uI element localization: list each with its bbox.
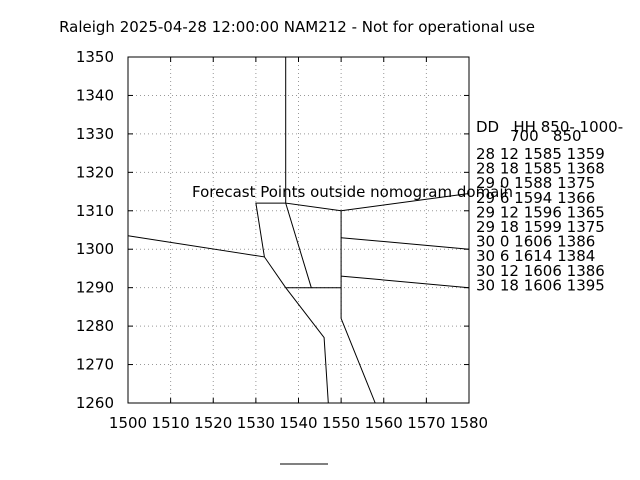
y-tick-label: 1310 <box>76 202 114 220</box>
table-row: 28 18 1585 1368 <box>476 160 605 178</box>
grid-lines <box>127 56 470 404</box>
y-tick-label: 1270 <box>76 356 114 374</box>
axis-ticks <box>127 56 470 404</box>
axis-tick-labels: 1500 1510 1520 1530 1540 1550 1560 1570 1580 1260… <box>76 48 488 432</box>
y-tick-label: 1320 <box>76 163 114 181</box>
table-row: 29 18 1599 1375 <box>476 218 605 236</box>
y-tick-label: 1290 <box>76 279 114 297</box>
y-tick-label: 1340 <box>76 86 114 104</box>
nomogram-line <box>285 202 342 289</box>
x-tick-label: 1530 <box>237 414 275 432</box>
nomogram-lines <box>127 57 470 404</box>
table-row: 30 6 1614 1384 <box>476 247 595 265</box>
chart-title: Raleigh 2025-04-28 12:00:00 NAM212 - Not… <box>59 18 535 36</box>
table-row: 29 0 1588 1375 <box>476 174 595 192</box>
x-tick-label: 1580 <box>450 414 488 432</box>
table-row: 30 0 1606 1386 <box>476 233 595 251</box>
table-row: 29 12 1596 1365 <box>476 203 605 221</box>
table-header-line1: DD HH 850- 1000- <box>476 118 623 136</box>
nomogram-line <box>341 275 470 289</box>
nomogram-line <box>255 202 286 257</box>
y-tick-label: 1280 <box>76 317 114 335</box>
forecast-table: DD HH 850- 1000- 700 850 28 12 1585 1359… <box>476 118 623 294</box>
y-tick-label: 1350 <box>76 48 114 66</box>
x-tick-label: 1540 <box>279 414 317 432</box>
y-tick-label: 1330 <box>76 125 114 143</box>
table-row: 30 12 1606 1386 <box>476 262 605 280</box>
x-tick-label: 1510 <box>152 414 190 432</box>
nomogram-line <box>341 237 470 250</box>
table-row: 29 6 1594 1366 <box>476 189 595 207</box>
warning-text: Forecast Points outside nomogram domain <box>192 183 513 201</box>
x-tick-label: 1570 <box>407 414 445 432</box>
x-tick-label: 1560 <box>365 414 403 432</box>
table-row: 30 18 1606 1395 <box>476 276 605 294</box>
nomogram-line <box>340 287 376 404</box>
table-header-line2: 700 850 <box>510 127 582 145</box>
x-tick-label: 1500 <box>109 414 147 432</box>
nomogram-line <box>285 57 470 212</box>
y-tick-label: 1300 <box>76 240 114 258</box>
x-tick-label: 1520 <box>194 414 232 432</box>
y-tick-label: 1260 <box>76 394 114 412</box>
x-tick-label: 1550 <box>322 414 360 432</box>
table-row: 28 12 1585 1359 <box>476 145 605 163</box>
